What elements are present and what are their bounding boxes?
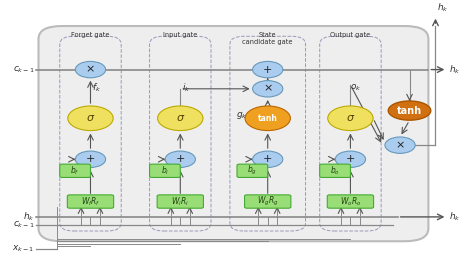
Text: ×: × [263, 84, 273, 94]
FancyBboxPatch shape [67, 195, 114, 208]
Text: Input gate: Input gate [163, 32, 198, 38]
Text: $h_k$: $h_k$ [449, 63, 460, 76]
Circle shape [253, 61, 283, 78]
Text: tanh: tanh [258, 114, 278, 123]
Text: tanh: tanh [397, 105, 422, 116]
Text: $o_k$: $o_k$ [350, 82, 362, 93]
Text: $f_k$: $f_k$ [91, 81, 100, 94]
Text: $\sigma$: $\sigma$ [176, 113, 185, 123]
Text: +: + [263, 65, 273, 74]
Text: $\sigma$: $\sigma$ [346, 113, 355, 123]
Circle shape [68, 106, 113, 131]
Text: Output gate: Output gate [330, 32, 371, 38]
Circle shape [75, 151, 106, 167]
Text: $W_oR_o$: $W_oR_o$ [340, 195, 361, 208]
Text: ×: × [86, 65, 95, 74]
FancyBboxPatch shape [38, 26, 428, 241]
Circle shape [328, 106, 373, 131]
Text: $b_i$: $b_i$ [161, 165, 169, 177]
Circle shape [75, 61, 106, 78]
FancyBboxPatch shape [245, 195, 291, 208]
Text: $W_fR_f$: $W_fR_f$ [81, 195, 100, 208]
Circle shape [253, 81, 283, 97]
Text: $x_{k-1}$: $x_{k-1}$ [12, 244, 35, 254]
Ellipse shape [388, 101, 431, 120]
Text: $\sigma$: $\sigma$ [86, 113, 95, 123]
Text: $b_f$: $b_f$ [71, 165, 80, 177]
Circle shape [385, 137, 415, 153]
Circle shape [335, 151, 365, 167]
FancyBboxPatch shape [319, 164, 350, 178]
Text: $h_k$: $h_k$ [437, 2, 448, 15]
Text: $i_k$: $i_k$ [182, 81, 190, 94]
Text: Forget gate: Forget gate [71, 32, 110, 38]
Circle shape [245, 106, 291, 131]
Circle shape [157, 106, 203, 131]
FancyBboxPatch shape [237, 164, 268, 178]
Text: State
candidate gate: State candidate gate [243, 32, 293, 45]
Text: $g_k$: $g_k$ [236, 110, 247, 121]
Text: +: + [263, 154, 273, 164]
Text: +: + [86, 154, 95, 164]
FancyBboxPatch shape [157, 195, 203, 208]
Text: ×: × [395, 140, 405, 150]
Text: $h_k$: $h_k$ [23, 211, 35, 223]
Text: $W_iR_i$: $W_iR_i$ [171, 195, 189, 208]
Text: $b_g$: $b_g$ [247, 164, 257, 177]
FancyBboxPatch shape [327, 195, 374, 208]
FancyBboxPatch shape [60, 164, 91, 178]
Text: +: + [346, 154, 355, 164]
Text: $b_o$: $b_o$ [330, 165, 340, 177]
Text: $W_gR_g$: $W_gR_g$ [257, 195, 279, 208]
Text: $h_k$: $h_k$ [449, 211, 460, 223]
Circle shape [165, 151, 195, 167]
Text: $c_{k-1}$: $c_{k-1}$ [13, 219, 35, 230]
Text: $c_{k-1}$: $c_{k-1}$ [13, 64, 35, 75]
Circle shape [253, 151, 283, 167]
Text: +: + [175, 154, 185, 164]
FancyBboxPatch shape [150, 164, 180, 178]
